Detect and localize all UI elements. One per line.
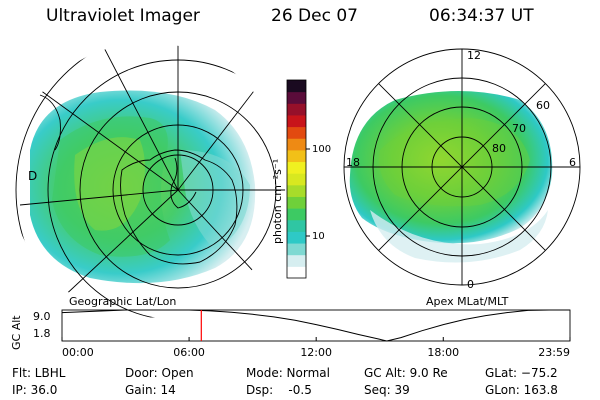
mlt-label-0: 0 bbox=[467, 278, 474, 291]
timeline-xtick-label: 18:00 bbox=[427, 346, 459, 359]
timeline-ylabel: GC Alt bbox=[10, 315, 23, 350]
colorbar-swatch bbox=[287, 231, 306, 244]
left-edge-label: D bbox=[28, 169, 37, 183]
date-label: 26 Dec 07 bbox=[271, 6, 358, 26]
info-door: Door: Open bbox=[125, 366, 194, 380]
colorbar-swatch bbox=[287, 114, 306, 128]
colorbar-swatch bbox=[287, 196, 306, 209]
left-graticule bbox=[10, 42, 286, 318]
colorbar-swatch bbox=[287, 184, 306, 197]
mlt-label-6: 6 bbox=[569, 156, 576, 169]
timeline-xtick-label: 23:59 bbox=[538, 346, 570, 359]
colorbar-swatch bbox=[287, 103, 306, 116]
left-coastlines bbox=[39, 94, 238, 265]
right-map-caption: Apex MLat/MLT bbox=[426, 295, 509, 308]
info-dsp: Dsp: -0.5 bbox=[246, 383, 312, 397]
colorbar-swatch bbox=[287, 91, 306, 104]
altitude-curve bbox=[61, 309, 570, 342]
colorbar-swatch bbox=[287, 161, 306, 174]
info-gain: Gain: 14 bbox=[125, 383, 176, 397]
mlt-label-12: 12 bbox=[467, 49, 481, 62]
colorbar-tick-10-label: 10 bbox=[312, 231, 325, 242]
colorbar-swatch bbox=[287, 219, 306, 232]
colorbar-swatch bbox=[287, 138, 306, 151]
colorbar-tick-100-label: 100 bbox=[312, 144, 331, 155]
mlat-label-80: 80 bbox=[492, 142, 506, 155]
timeline-xtick-label: 06:00 bbox=[173, 346, 205, 359]
colorbar-unit-label: photon cm⁻²s⁻¹ bbox=[271, 159, 284, 244]
colorbar-swatch bbox=[287, 149, 306, 163]
info-glat: GLat: −75.2 bbox=[485, 366, 558, 380]
colorbar: 100 10 photon cm⁻²s⁻¹ bbox=[271, 79, 331, 279]
right-inner-bright bbox=[379, 118, 530, 207]
colorbar-swatches bbox=[287, 80, 306, 279]
colorbar-swatch bbox=[287, 126, 306, 139]
colorbar-swatch bbox=[287, 266, 306, 279]
info-mode: Mode: Normal bbox=[246, 366, 330, 380]
info-ip: IP: 36.0 bbox=[12, 383, 58, 397]
colorbar-swatch bbox=[287, 243, 306, 256]
right-grid bbox=[343, 48, 581, 286]
mlat-label-60: 60 bbox=[536, 99, 550, 112]
info-glon: GLon: 163.8 bbox=[485, 383, 558, 397]
colorbar-swatch bbox=[287, 254, 306, 267]
mlat-label-70: 70 bbox=[512, 122, 526, 135]
timeline-ytick-top: 9.0 bbox=[33, 310, 51, 323]
magnetic-polar-plot: 12 18 6 0 60 70 80 bbox=[343, 48, 581, 291]
altitude-timeline: GC Alt 9.0 1.8 00:00 06:00 12:00 18:00 23:59 bbox=[10, 309, 571, 359]
right-cyan-fringe bbox=[370, 210, 548, 263]
info-gc-alt: GC Alt: 9.0 Re bbox=[364, 366, 448, 380]
left-aurora-patch-bright bbox=[74, 137, 145, 231]
instrument-title: Ultraviolet Imager bbox=[46, 6, 200, 26]
colorbar-swatch bbox=[287, 80, 306, 93]
colorbar-swatch bbox=[287, 208, 306, 221]
timeline-xtick-label: 12:00 bbox=[300, 346, 332, 359]
left-map-caption: Geographic Lat/Lon bbox=[69, 295, 176, 308]
info-seq: Seq: 39 bbox=[364, 383, 410, 397]
timeline-xticks: 00:00 06:00 12:00 18:00 23:59 bbox=[61, 337, 571, 359]
timeline-ytick-bottom: 1.8 bbox=[33, 327, 51, 340]
time-label: 06:34:37 UT bbox=[429, 6, 534, 26]
timeline-xtick-label: 00:00 bbox=[62, 346, 94, 359]
geographic-map: D bbox=[9, 41, 287, 319]
left-aurora-patch bbox=[52, 116, 170, 257]
mlt-label-18: 18 bbox=[346, 156, 360, 169]
colorbar-swatch bbox=[287, 173, 306, 186]
info-filter: Flt: LBHL bbox=[12, 366, 66, 380]
